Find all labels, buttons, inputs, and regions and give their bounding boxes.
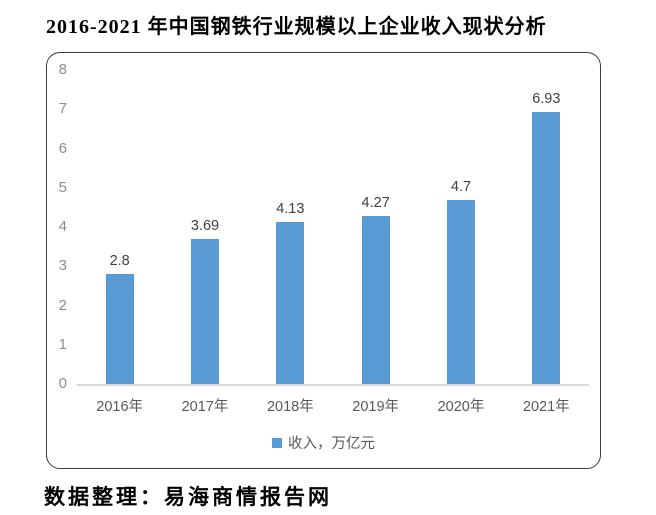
bar-column: 4.27 xyxy=(333,195,418,384)
bar xyxy=(532,112,561,384)
bar xyxy=(105,274,134,384)
bar-column: 4.7 xyxy=(418,178,503,384)
data-label: 4.7 xyxy=(450,178,472,195)
data-label: 6.93 xyxy=(532,91,561,107)
y-axis-tick: 6 xyxy=(58,139,67,157)
data-label: 3.69 xyxy=(190,218,220,235)
bar-column: 2.8 xyxy=(77,253,162,384)
legend-square-icon xyxy=(272,437,282,448)
x-axis-label: 2019年 xyxy=(352,399,400,415)
x-axis: 2016年 2017年 2018年 2019年 2020年 2021年 xyxy=(77,395,589,416)
y-axis-tick: 7 xyxy=(58,100,67,118)
x-axis-label: 2020年 xyxy=(437,399,485,415)
x-axis-line xyxy=(77,384,589,386)
y-axis-tick: 1 xyxy=(58,335,67,353)
y-axis: 0 1 2 3 4 5 6 7 8 xyxy=(47,53,69,468)
x-axis-label: 2016年 xyxy=(96,399,144,415)
bar xyxy=(276,221,305,384)
y-axis-tick: 3 xyxy=(58,257,67,275)
y-axis-tick: 5 xyxy=(58,178,67,196)
data-label: 2.8 xyxy=(109,253,130,270)
bar xyxy=(190,239,219,384)
source-note: 数据整理：易海商情报告网 xyxy=(44,485,332,509)
x-axis-label: 2017年 xyxy=(181,399,229,415)
plot-area: 2.8 3.69 4.13 4.27 4.7 6.93 xyxy=(77,70,589,384)
bar-column: 3.69 xyxy=(162,218,247,384)
x-axis-label: 2018年 xyxy=(266,399,314,415)
y-axis-tick: 8 xyxy=(58,61,67,78)
legend-label: 收入，万亿元 xyxy=(288,436,375,452)
bar xyxy=(446,199,475,384)
y-axis-tick: 2 xyxy=(58,296,67,314)
bar xyxy=(361,216,390,384)
legend: 收入，万亿元 xyxy=(47,432,600,453)
page-title: 2016-2021 年中国钢铁行业规模以上企业收入现状分析 xyxy=(46,16,547,38)
bar-column: 6.93 xyxy=(504,91,589,384)
x-axis-label: 2021年 xyxy=(522,399,570,415)
data-label: 4.27 xyxy=(361,195,390,212)
y-axis-tick: 0 xyxy=(58,375,67,392)
data-label: 4.13 xyxy=(276,200,305,217)
bar-column: 4.13 xyxy=(248,201,333,384)
y-axis-tick: 4 xyxy=(58,218,67,235)
